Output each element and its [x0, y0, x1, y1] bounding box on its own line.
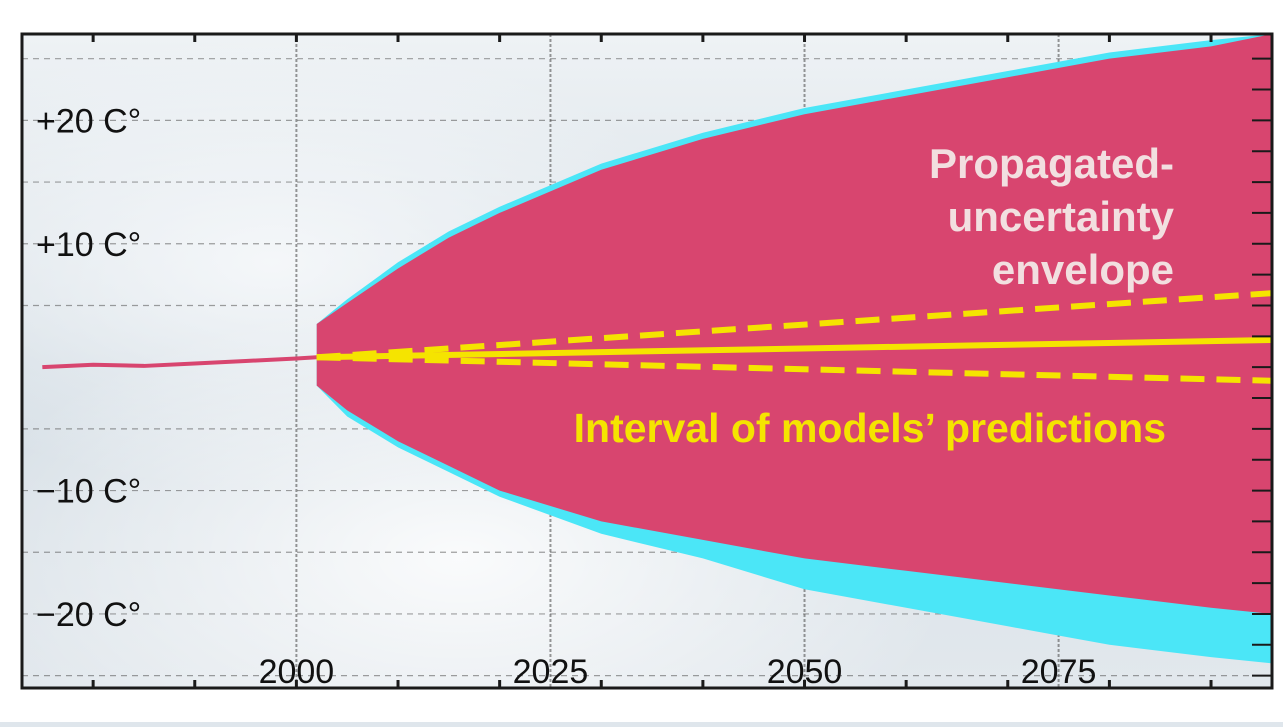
x-tick-label: 2025 [513, 653, 589, 691]
models-lower-dashed-line [316, 354, 1272, 384]
x-tick-label: 2000 [259, 653, 335, 691]
envelope-annotation-line: uncertainty [948, 193, 1175, 240]
models-upper-dashed-line [316, 290, 1272, 361]
y-tick-label: −20 C° [36, 596, 141, 634]
envelope-annotation-line: envelope [992, 246, 1174, 293]
models-annotation: Interval of models’ predictions [574, 405, 1166, 451]
y-tick-label: +10 C° [36, 226, 141, 264]
x-tick-label: 2050 [767, 653, 843, 691]
envelope-annotation-line: Propagated- [929, 140, 1174, 187]
models-mean-line [316, 337, 1272, 361]
observed-line [42, 355, 317, 370]
y-tick-label: −10 C° [36, 473, 141, 511]
y-tick-label: +20 C° [36, 102, 141, 140]
plot-frame [20, 32, 1274, 690]
x-tick-label: 2075 [1021, 653, 1097, 691]
